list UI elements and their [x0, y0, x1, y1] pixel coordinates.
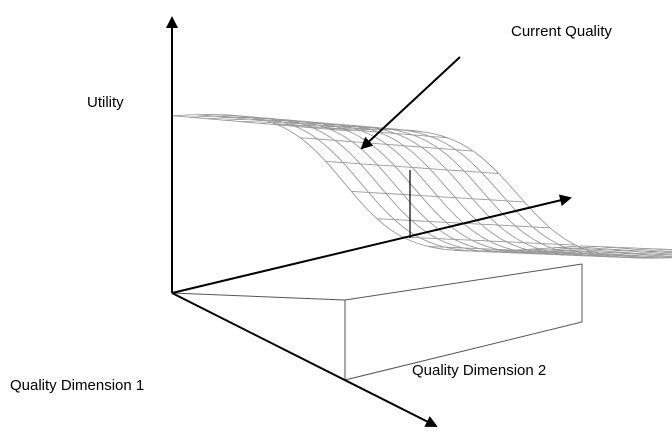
- base-top-right-edge: [344, 263, 583, 301]
- surface-grid-line: [505, 250, 672, 258]
- quality-dimension-2-label: Quality Dimension 2: [412, 362, 547, 379]
- surface-grid-line: [581, 245, 672, 251]
- surface-grid-line: [197, 114, 371, 131]
- surface-grid-line: [479, 250, 653, 259]
- surface-grid-line: [275, 123, 672, 256]
- base-front-left-edge: [171, 292, 346, 301]
- surface-grid-line: [325, 160, 499, 174]
- quality-dimension-1-label: Quality Dimension 1: [10, 377, 145, 394]
- base-right-face: [344, 264, 583, 381]
- current-quality-arrow: [360, 56, 461, 150]
- utility-surface-mesh: [171, 114, 672, 259]
- surface-grid-line: [556, 247, 672, 253]
- quality-dimension-2-axis: [171, 194, 572, 294]
- utility-label: Utility: [87, 94, 124, 111]
- surface-grid-line: [402, 236, 576, 246]
- surface-grid-line: [300, 137, 474, 152]
- surface-grid-line: [530, 248, 672, 256]
- surface-grid-line: [293, 124, 672, 257]
- quality-dimension-1-axis: [171, 292, 438, 427]
- surface-grid-line: [351, 190, 525, 203]
- surface-grid-line: [248, 116, 422, 133]
- current-quality-label: Current Quality: [511, 23, 612, 40]
- surface-grid-line: [171, 115, 346, 132]
- surface-grid-line: [274, 123, 448, 139]
